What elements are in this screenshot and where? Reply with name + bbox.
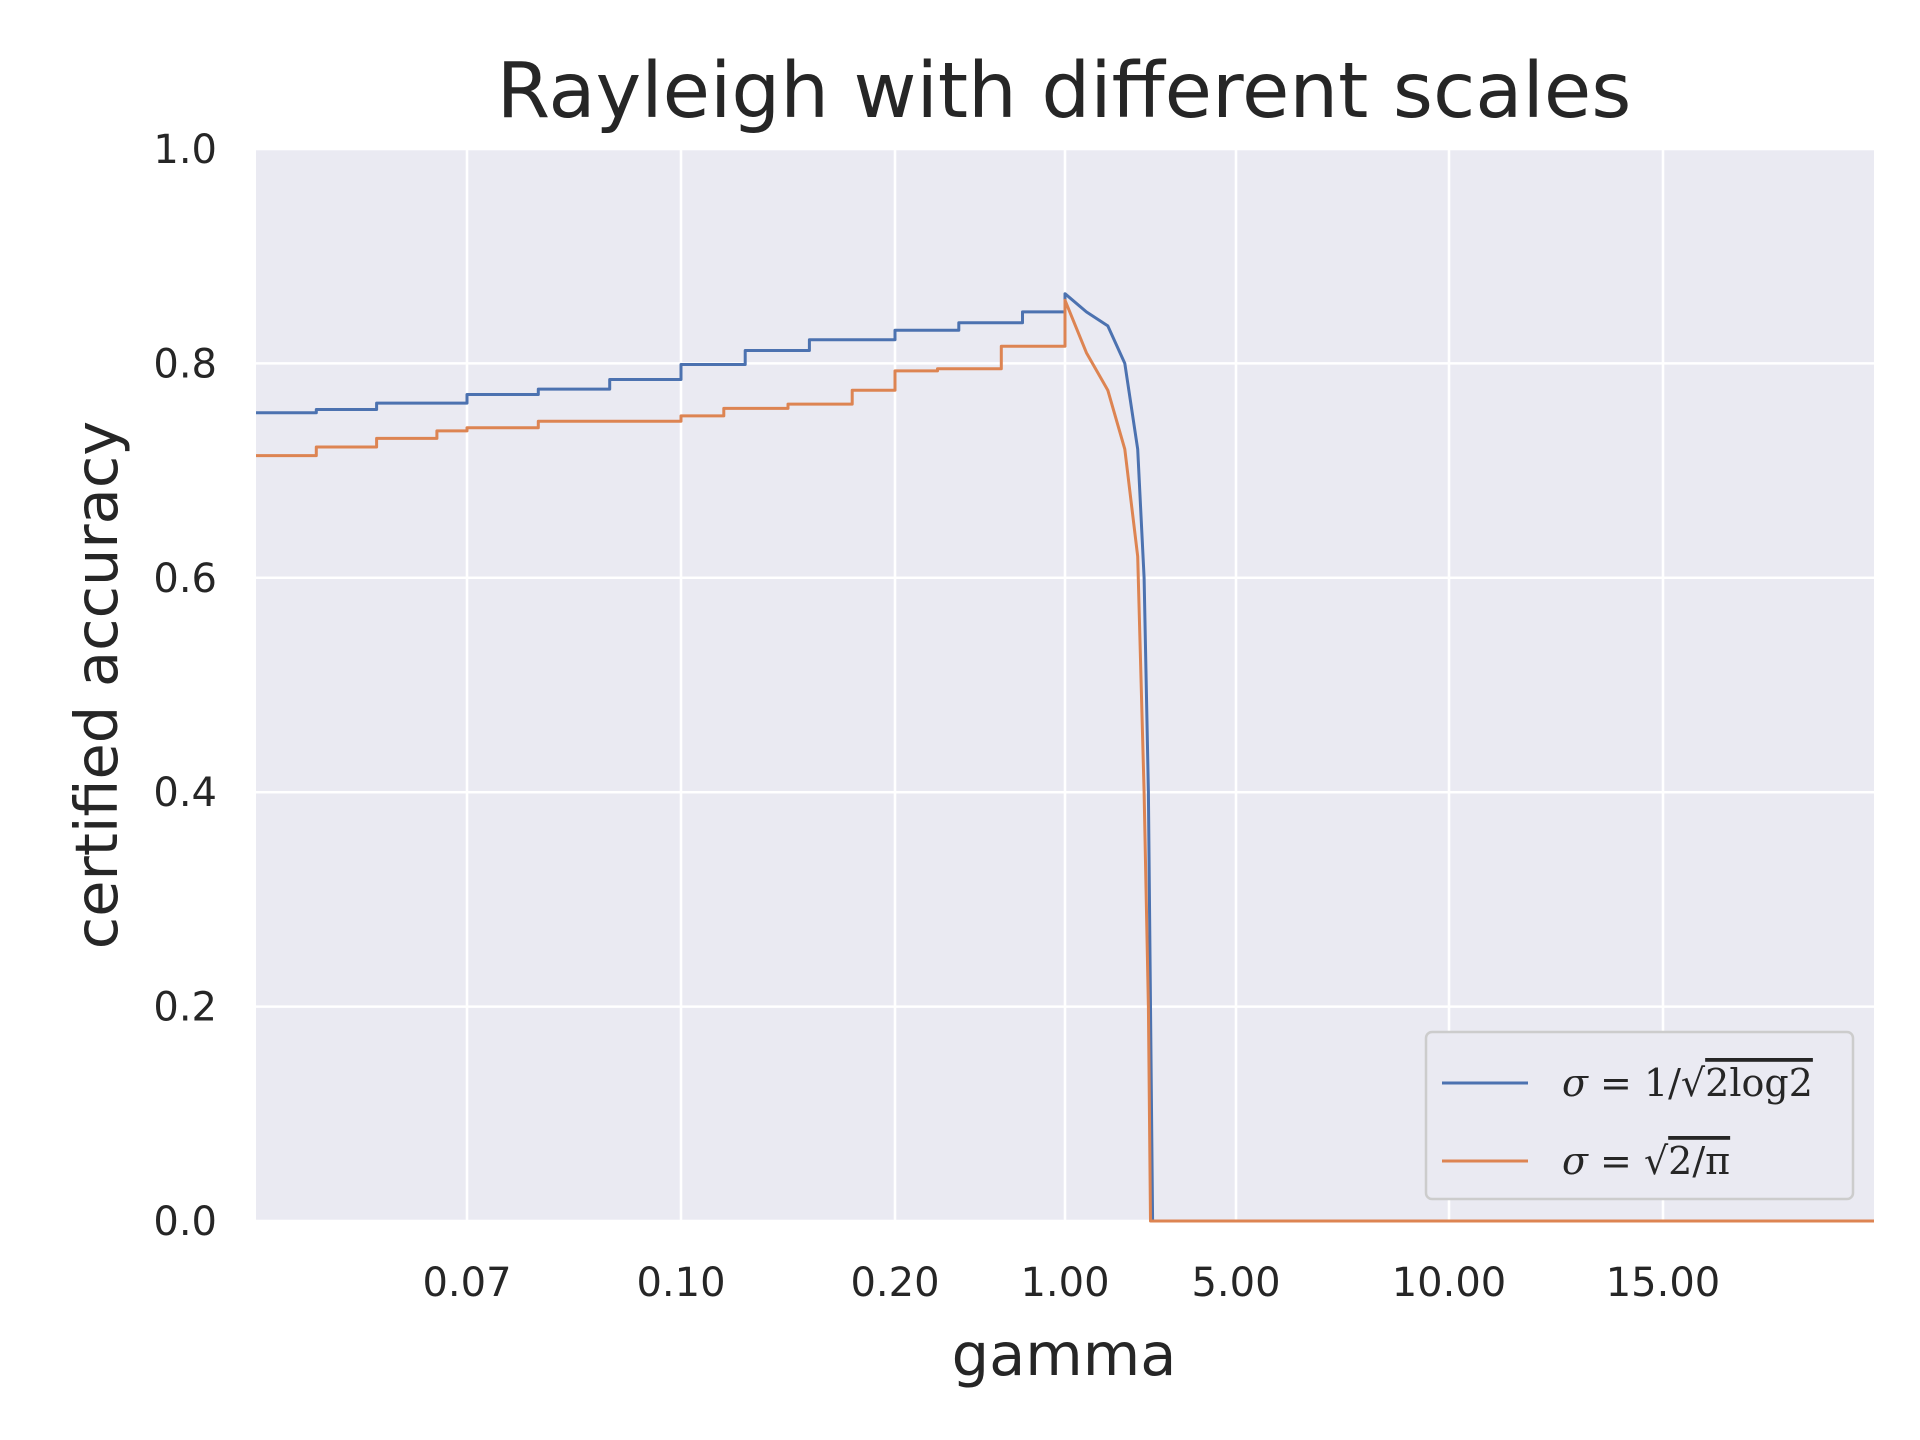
x-tick-label-6: 15.00	[1606, 1260, 1721, 1306]
legend-series1-symbol: σ	[1562, 1061, 1589, 1105]
gridlines	[256, 147, 1874, 1223]
x-tick-label-0: 0.07	[422, 1260, 511, 1306]
legend-series1-radicand: 2log2	[1705, 1061, 1813, 1105]
legend-series2-radicand: 2/π	[1668, 1139, 1730, 1183]
y-tick-label-3: 0.6	[153, 556, 217, 602]
series-line-1	[256, 292, 1874, 1223]
y-tick-label-0: 0.0	[153, 1199, 217, 1245]
y-tick-label-4: 0.8	[153, 341, 217, 387]
y-tick-label-2: 0.4	[153, 770, 217, 816]
legend-label-series2: σ = √2/π	[1562, 1139, 1730, 1183]
y-tick-label-1: 0.2	[153, 985, 217, 1031]
series-lines	[256, 292, 1874, 1223]
x-tick-label-4: 5.00	[1191, 1260, 1280, 1306]
x-tick-label-1: 0.10	[636, 1260, 725, 1306]
x-tick-label-2: 0.20	[850, 1260, 939, 1306]
y-tick-label-5: 1.0	[153, 127, 217, 173]
legend-label-series1: σ = 1/√2log2	[1562, 1061, 1813, 1105]
series-line-2	[256, 298, 1874, 1223]
legend-series1-equals: = 1/√	[1588, 1061, 1706, 1105]
legend-series2-equals: = √	[1588, 1139, 1669, 1183]
y-tick-labels: 0.0 0.2 0.4 0.6 0.8 1.0	[153, 127, 217, 1245]
x-tick-label-5: 10.00	[1392, 1260, 1507, 1306]
x-tick-label-3: 1.00	[1020, 1260, 1109, 1306]
legend: σ = 1/√2log2 σ = √2/π	[1424, 1030, 1855, 1201]
legend-series2-symbol: σ	[1562, 1139, 1589, 1183]
x-axis-label: gamma	[952, 1320, 1177, 1389]
y-axis-label: certified accuracy	[62, 421, 131, 949]
x-tick-labels: 0.07 0.10 0.20 1.00 5.00 10.00 15.00	[422, 1260, 1720, 1306]
legend-box	[1424, 1030, 1855, 1201]
chart-title: Rayleigh with different scales	[497, 47, 1632, 136]
